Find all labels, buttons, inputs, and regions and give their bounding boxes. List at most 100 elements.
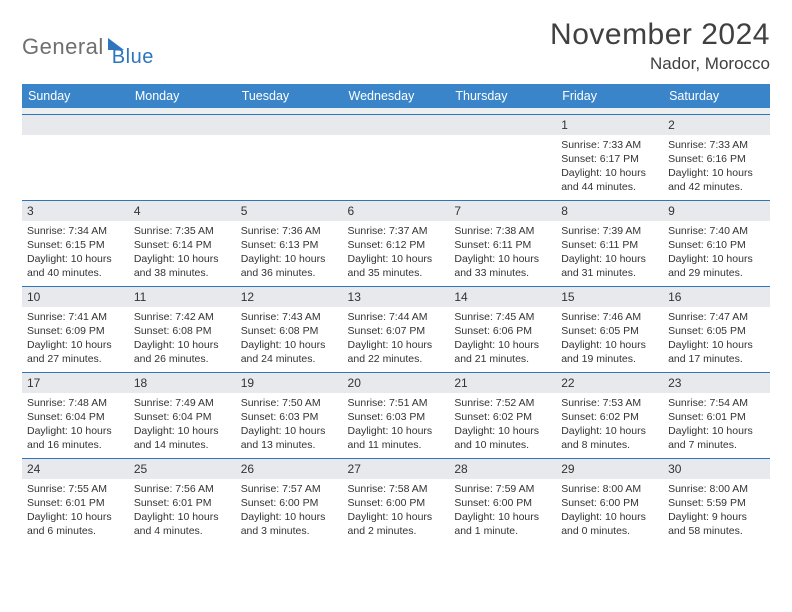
day-number: 5 bbox=[236, 201, 343, 221]
sunrise-text: Sunrise: 7:40 AM bbox=[668, 224, 765, 238]
calendar-cell: 12Sunrise: 7:43 AMSunset: 6:08 PMDayligh… bbox=[236, 286, 343, 372]
sunset-text: Sunset: 6:01 PM bbox=[134, 496, 231, 510]
sunrise-text: Sunrise: 7:43 AM bbox=[241, 310, 338, 324]
sunrise-text: Sunrise: 7:55 AM bbox=[27, 482, 124, 496]
dayname: Tuesday bbox=[236, 84, 343, 108]
calendar-cell: 7Sunrise: 7:38 AMSunset: 6:11 PMDaylight… bbox=[449, 200, 556, 286]
calendar-cell: 25Sunrise: 7:56 AMSunset: 6:01 PMDayligh… bbox=[129, 458, 236, 544]
page-subtitle: Nador, Morocco bbox=[550, 54, 770, 74]
calendar-cell: 6Sunrise: 7:37 AMSunset: 6:12 PMDaylight… bbox=[343, 200, 450, 286]
day-number: 1 bbox=[556, 115, 663, 135]
calendar-week-row: 3Sunrise: 7:34 AMSunset: 6:15 PMDaylight… bbox=[22, 200, 770, 286]
day-data: Sunrise: 7:34 AMSunset: 6:15 PMDaylight:… bbox=[22, 221, 129, 285]
daylight-text: Daylight: 10 hours and 29 minutes. bbox=[668, 252, 765, 280]
brand-text-1: General bbox=[22, 34, 104, 60]
daylight-text: Daylight: 10 hours and 11 minutes. bbox=[348, 424, 445, 452]
calendar-cell: 29Sunrise: 8:00 AMSunset: 6:00 PMDayligh… bbox=[556, 458, 663, 544]
day-number bbox=[343, 115, 450, 135]
calendar-cell: 26Sunrise: 7:57 AMSunset: 6:00 PMDayligh… bbox=[236, 458, 343, 544]
sunset-text: Sunset: 6:08 PM bbox=[241, 324, 338, 338]
day-number: 12 bbox=[236, 287, 343, 307]
day-number: 17 bbox=[22, 373, 129, 393]
sunrise-text: Sunrise: 7:33 AM bbox=[561, 138, 658, 152]
calendar-cell: 15Sunrise: 7:46 AMSunset: 6:05 PMDayligh… bbox=[556, 286, 663, 372]
sunset-text: Sunset: 6:06 PM bbox=[454, 324, 551, 338]
day-data: Sunrise: 7:38 AMSunset: 6:11 PMDaylight:… bbox=[449, 221, 556, 285]
day-data: Sunrise: 7:55 AMSunset: 6:01 PMDaylight:… bbox=[22, 479, 129, 543]
day-data: Sunrise: 7:45 AMSunset: 6:06 PMDaylight:… bbox=[449, 307, 556, 371]
sunset-text: Sunset: 6:09 PM bbox=[27, 324, 124, 338]
day-data: Sunrise: 7:44 AMSunset: 6:07 PMDaylight:… bbox=[343, 307, 450, 371]
calendar-cell: 4Sunrise: 7:35 AMSunset: 6:14 PMDaylight… bbox=[129, 200, 236, 286]
sunset-text: Sunset: 6:03 PM bbox=[241, 410, 338, 424]
calendar-cell: 24Sunrise: 7:55 AMSunset: 6:01 PMDayligh… bbox=[22, 458, 129, 544]
sunrise-text: Sunrise: 7:54 AM bbox=[668, 396, 765, 410]
calendar-cell: 10Sunrise: 7:41 AMSunset: 6:09 PMDayligh… bbox=[22, 286, 129, 372]
daylight-text: Daylight: 10 hours and 14 minutes. bbox=[134, 424, 231, 452]
day-number: 14 bbox=[449, 287, 556, 307]
calendar-week-row: 17Sunrise: 7:48 AMSunset: 6:04 PMDayligh… bbox=[22, 372, 770, 458]
dayname: Thursday bbox=[449, 84, 556, 108]
dayname: Sunday bbox=[22, 84, 129, 108]
daylight-text: Daylight: 10 hours and 19 minutes. bbox=[561, 338, 658, 366]
day-number: 10 bbox=[22, 287, 129, 307]
calendar-body: 1Sunrise: 7:33 AMSunset: 6:17 PMDaylight… bbox=[22, 108, 770, 544]
calendar-cell: 11Sunrise: 7:42 AMSunset: 6:08 PMDayligh… bbox=[129, 286, 236, 372]
sunset-text: Sunset: 6:00 PM bbox=[561, 496, 658, 510]
calendar-cell: 17Sunrise: 7:48 AMSunset: 6:04 PMDayligh… bbox=[22, 372, 129, 458]
dayname-row: Sunday Monday Tuesday Wednesday Thursday… bbox=[22, 84, 770, 108]
day-number: 25 bbox=[129, 459, 236, 479]
calendar-cell bbox=[449, 114, 556, 200]
sunset-text: Sunset: 6:02 PM bbox=[454, 410, 551, 424]
daylight-text: Daylight: 10 hours and 8 minutes. bbox=[561, 424, 658, 452]
calendar-cell: 5Sunrise: 7:36 AMSunset: 6:13 PMDaylight… bbox=[236, 200, 343, 286]
sunset-text: Sunset: 6:14 PM bbox=[134, 238, 231, 252]
day-data: Sunrise: 8:00 AMSunset: 6:00 PMDaylight:… bbox=[556, 479, 663, 543]
calendar-cell: 8Sunrise: 7:39 AMSunset: 6:11 PMDaylight… bbox=[556, 200, 663, 286]
day-number: 9 bbox=[663, 201, 770, 221]
sunset-text: Sunset: 6:05 PM bbox=[668, 324, 765, 338]
brand-triangle-icon bbox=[108, 38, 124, 50]
day-number bbox=[236, 115, 343, 135]
dayname: Wednesday bbox=[343, 84, 450, 108]
sunrise-text: Sunrise: 8:00 AM bbox=[668, 482, 765, 496]
sunrise-text: Sunrise: 7:52 AM bbox=[454, 396, 551, 410]
daylight-text: Daylight: 10 hours and 35 minutes. bbox=[348, 252, 445, 280]
sunrise-text: Sunrise: 7:38 AM bbox=[454, 224, 551, 238]
sunrise-text: Sunrise: 7:59 AM bbox=[454, 482, 551, 496]
daylight-text: Daylight: 10 hours and 27 minutes. bbox=[27, 338, 124, 366]
daylight-text: Daylight: 10 hours and 33 minutes. bbox=[454, 252, 551, 280]
day-number: 19 bbox=[236, 373, 343, 393]
sunrise-text: Sunrise: 7:50 AM bbox=[241, 396, 338, 410]
day-data: Sunrise: 7:58 AMSunset: 6:00 PMDaylight:… bbox=[343, 479, 450, 543]
sunset-text: Sunset: 6:01 PM bbox=[668, 410, 765, 424]
page-title: November 2024 bbox=[550, 18, 770, 52]
calendar-week-row: 24Sunrise: 7:55 AMSunset: 6:01 PMDayligh… bbox=[22, 458, 770, 544]
daylight-text: Daylight: 10 hours and 16 minutes. bbox=[27, 424, 124, 452]
day-data: Sunrise: 7:41 AMSunset: 6:09 PMDaylight:… bbox=[22, 307, 129, 371]
daylight-text: Daylight: 10 hours and 0 minutes. bbox=[561, 510, 658, 538]
calendar-cell: 22Sunrise: 7:53 AMSunset: 6:02 PMDayligh… bbox=[556, 372, 663, 458]
sunrise-text: Sunrise: 7:37 AM bbox=[348, 224, 445, 238]
day-data: Sunrise: 7:36 AMSunset: 6:13 PMDaylight:… bbox=[236, 221, 343, 285]
daylight-text: Daylight: 10 hours and 3 minutes. bbox=[241, 510, 338, 538]
sunrise-text: Sunrise: 7:42 AM bbox=[134, 310, 231, 324]
day-number: 26 bbox=[236, 459, 343, 479]
sunrise-text: Sunrise: 7:35 AM bbox=[134, 224, 231, 238]
sunrise-text: Sunrise: 7:46 AM bbox=[561, 310, 658, 324]
day-number: 16 bbox=[663, 287, 770, 307]
daylight-text: Daylight: 10 hours and 21 minutes. bbox=[454, 338, 551, 366]
daylight-text: Daylight: 10 hours and 36 minutes. bbox=[241, 252, 338, 280]
calendar-cell: 14Sunrise: 7:45 AMSunset: 6:06 PMDayligh… bbox=[449, 286, 556, 372]
sunrise-text: Sunrise: 7:36 AM bbox=[241, 224, 338, 238]
day-number bbox=[449, 115, 556, 135]
day-data: Sunrise: 7:54 AMSunset: 6:01 PMDaylight:… bbox=[663, 393, 770, 457]
calendar-cell bbox=[22, 114, 129, 200]
day-data: Sunrise: 7:56 AMSunset: 6:01 PMDaylight:… bbox=[129, 479, 236, 543]
sunset-text: Sunset: 6:07 PM bbox=[348, 324, 445, 338]
daylight-text: Daylight: 10 hours and 7 minutes. bbox=[668, 424, 765, 452]
calendar-cell bbox=[343, 114, 450, 200]
calendar-cell bbox=[236, 114, 343, 200]
sunset-text: Sunset: 6:02 PM bbox=[561, 410, 658, 424]
sunset-text: Sunset: 6:11 PM bbox=[561, 238, 658, 252]
